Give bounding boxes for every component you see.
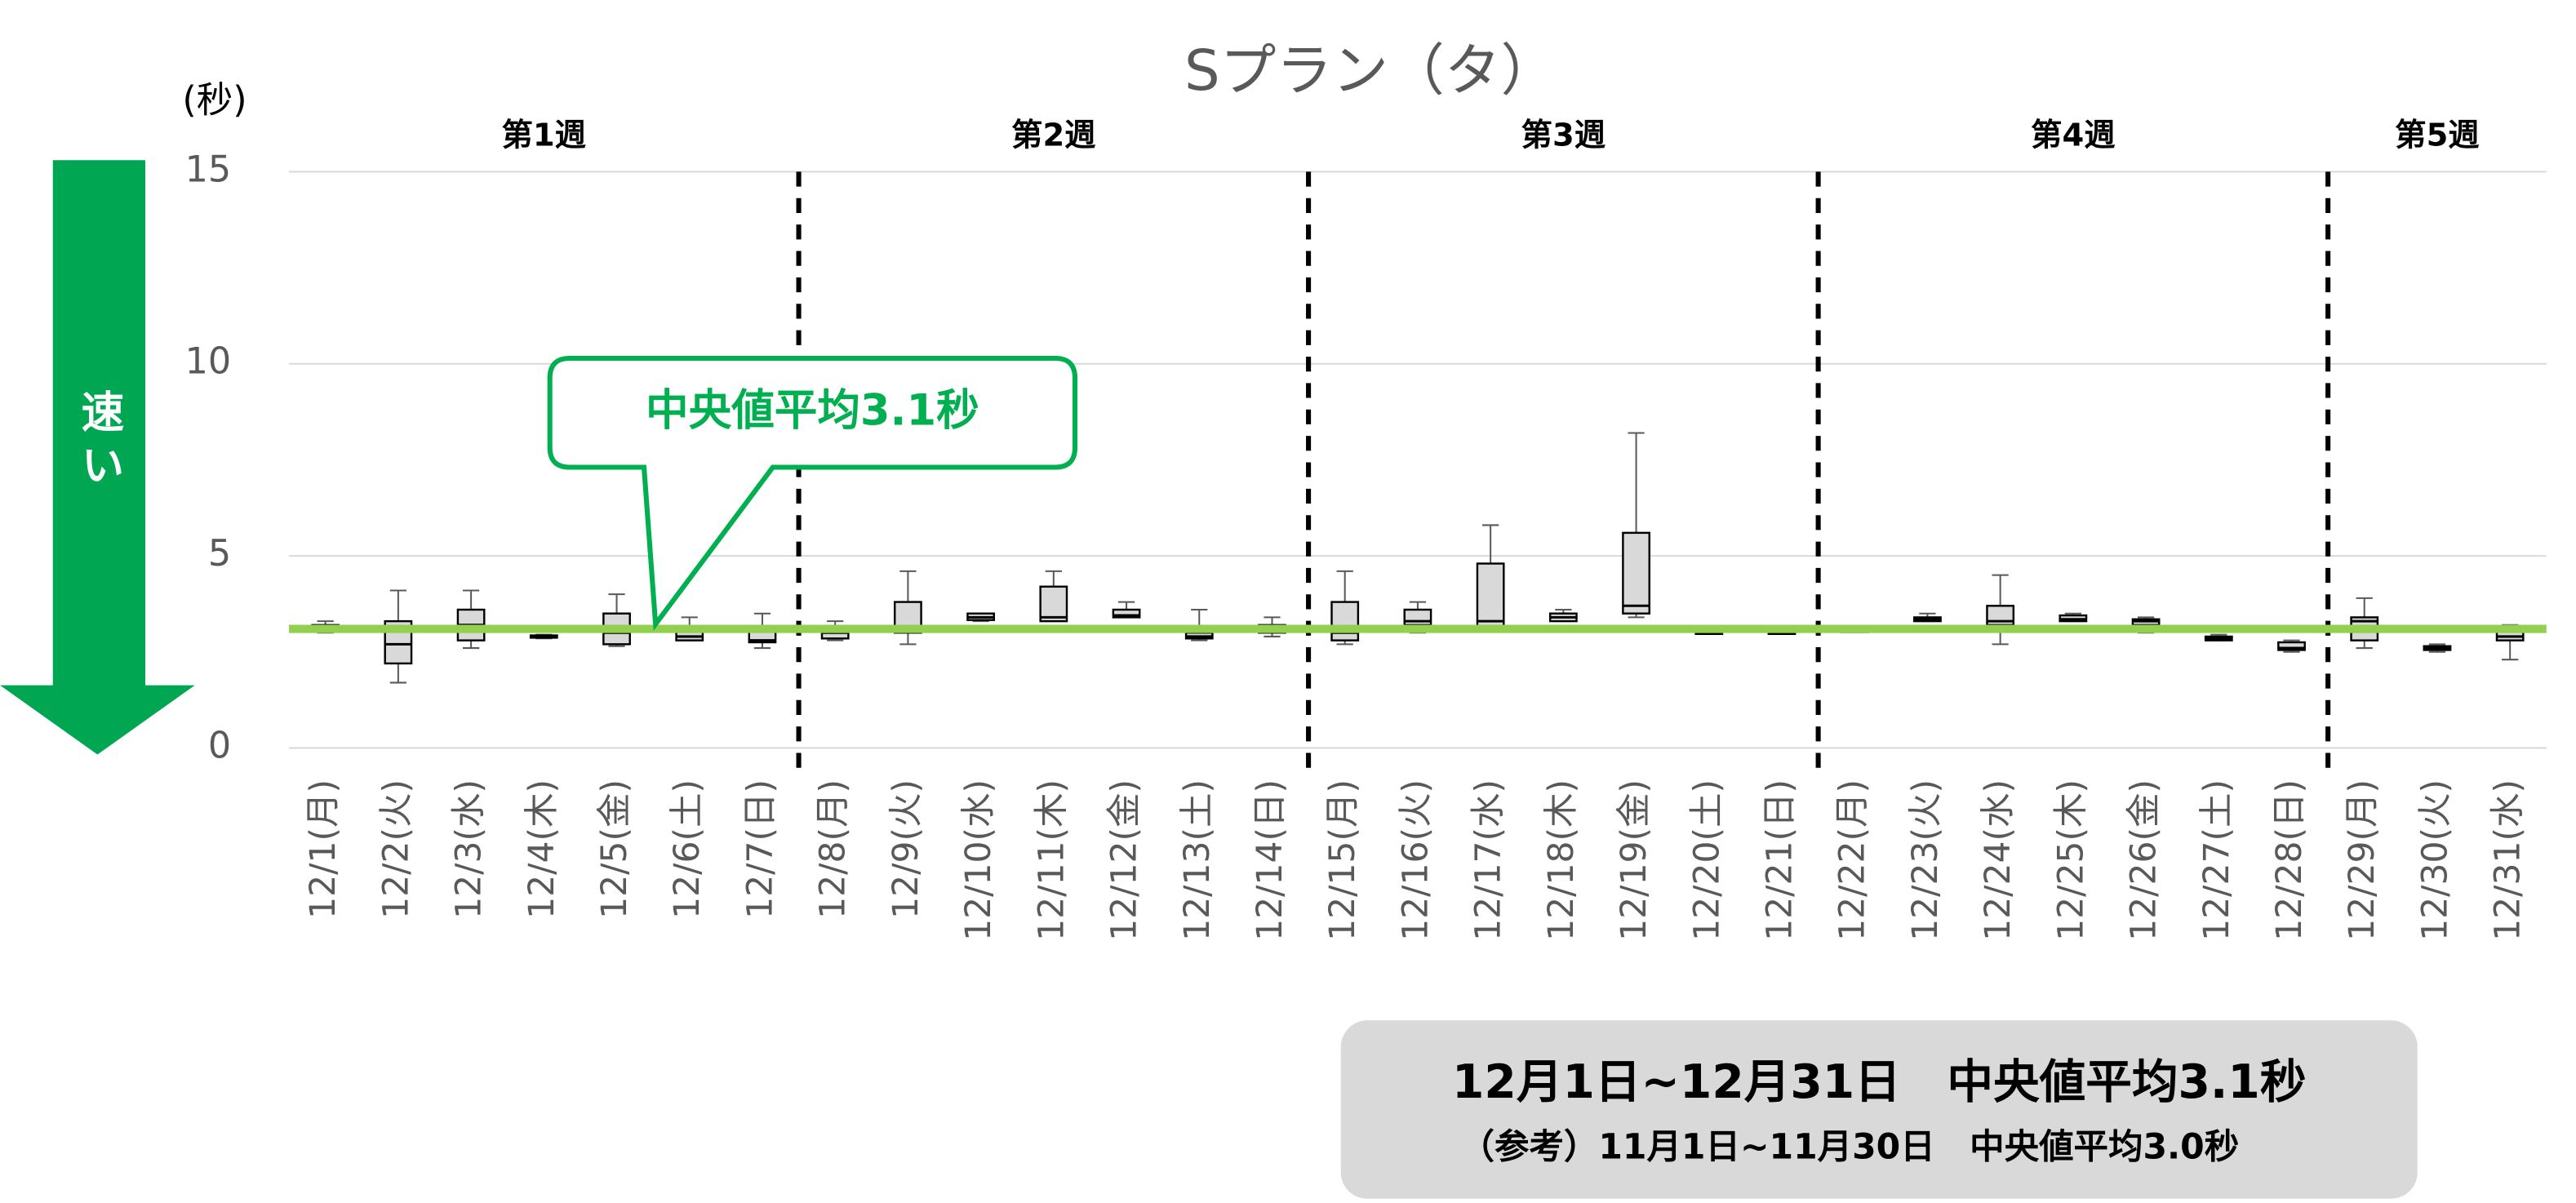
x-tick-label: 12/19(金) [1614,779,1654,941]
x-tick-label: 12/26(金) [2125,779,2165,941]
x-tick-label: 12/5(金) [595,779,635,919]
x-tick-label: 12/9(火) [886,779,926,919]
y-tick-label: 10 [185,341,232,383]
box [1476,562,1505,630]
x-tick-label: 12/24(水) [1979,779,2019,941]
x-tick-label: 12/13(土) [1178,779,1218,941]
plot: 0 5 10 15 第1週 第2週 第3週 第4週 第5週 12/1(月) 12/2(火) 12/3(… [185,117,2547,941]
week-label: 第1週 [502,117,587,153]
week-label: 第2週 [1011,117,1096,153]
box [1622,531,1650,615]
week-label: 第4週 [2031,117,2116,153]
x-tick-label: 12/27(土) [2197,779,2237,941]
x-tick-label: 12/30(火) [2415,779,2455,941]
y-tick-label: 15 [185,149,232,190]
y-axis-label: (秒) [182,79,246,121]
x-tick-label: 12/21(日) [1760,779,1800,941]
box [2277,641,2306,651]
box [1112,608,1141,619]
summary-line: （参考）11月1日~11月30日 中央値平均3.0秒 [1459,1128,2239,1168]
box [1330,601,1360,641]
x-tick-label: 12/25(木) [2051,779,2091,941]
callout-bubble [547,355,1078,632]
summary-box [1340,1020,2418,1199]
x-tick-label: 12/22(月) [1833,779,1873,941]
x-tick-label: 12/14(日) [1250,779,1290,941]
week-label: 第3週 [1521,117,1606,153]
x-tick-label: 12/20(土) [1687,779,1727,941]
week-label: 第5週 [2395,117,2480,153]
box [1403,608,1432,627]
x-tick-label: 12/4(木) [522,779,562,919]
callout-text: 中央値平均3.1秒 [646,385,979,435]
x-tick-label: 12/8(月) [814,779,854,919]
x-tick-label: 12/15(月) [1323,779,1363,941]
x-tick-label: 12/6(土) [668,779,708,919]
y-tick-label: 5 [208,533,231,575]
x-tick-label: 12/31(水) [2489,779,2529,941]
x-tick-label: 12/11(木) [1032,779,1072,941]
x-tick-label: 12/3(水) [450,779,490,919]
x-tick-label: 12/28(日) [2270,779,2310,941]
callout: 中央値平均3.1秒 [547,355,1078,632]
x-tick-label: 12/29(月) [2343,779,2383,941]
x-tick-label: 12/7(日) [740,779,780,919]
x-tick-label: 12/18(木) [1542,779,1582,941]
x-tick-label: 12/1(月) [304,779,344,919]
x-tick-label: 12/16(火) [1396,779,1436,941]
arrow-label: 速い [74,389,124,495]
speed-arrow [0,160,195,755]
x-tick-label: 12/10(水) [959,779,999,941]
summary-line: 12月1日~12月31日 中央値平均3.1秒 [1452,1055,2306,1109]
x-tick-label: 12/17(水) [1469,779,1509,941]
x-tick-label: 12/2(火) [376,779,416,919]
box [1039,585,1068,623]
chart-title: Sプラン（タ） [1184,38,1557,104]
y-tick-label: 0 [208,725,231,766]
x-tick-label: 12/23(火) [1906,779,1946,941]
x-tick-label: 12/12(金) [1105,779,1145,941]
